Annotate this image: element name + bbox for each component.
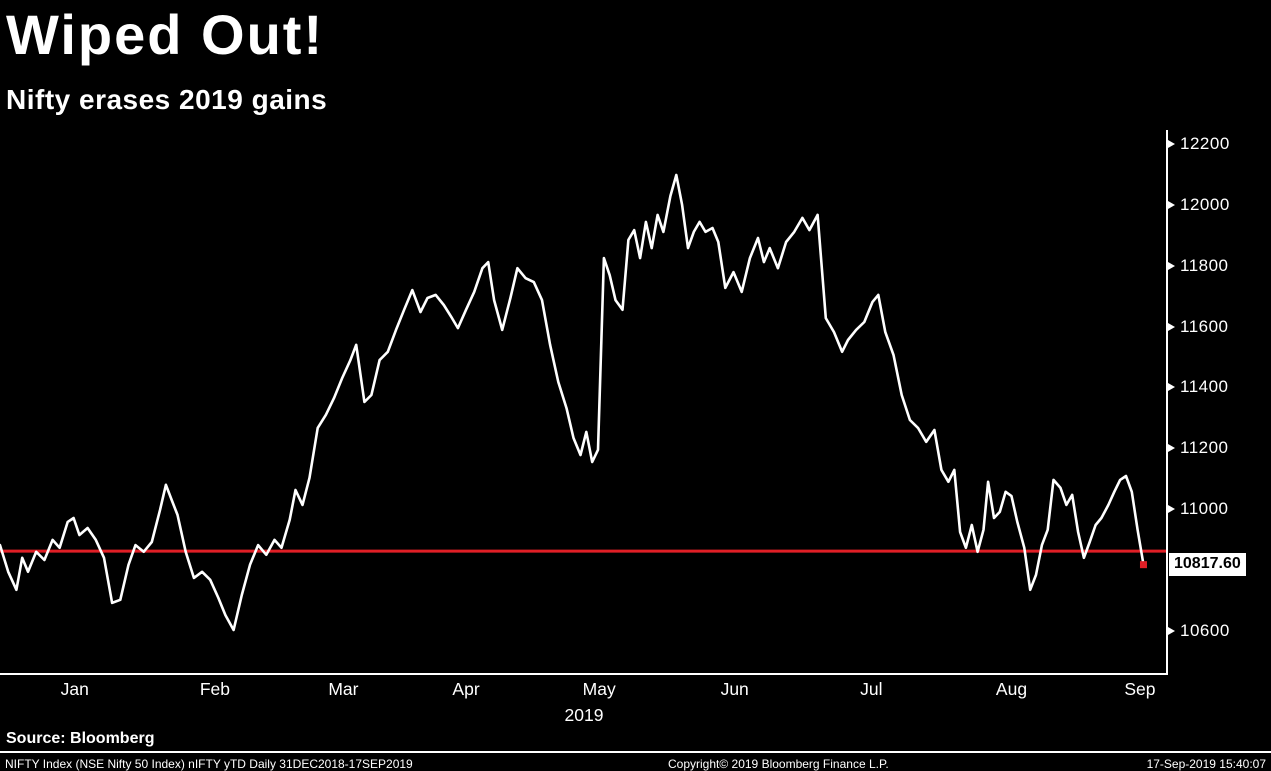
y-tick-label: 11000 xyxy=(1180,499,1229,519)
x-axis-month-label: May xyxy=(582,679,616,699)
source-label: Source: Bloomberg xyxy=(6,730,155,747)
x-axis-month-label: Mar xyxy=(328,679,359,699)
y-axis-tick: 12200 xyxy=(1168,134,1230,154)
y-axis-tick: 11000 xyxy=(1168,499,1229,519)
x-axis-month-label: Feb xyxy=(199,679,230,699)
plot-area xyxy=(0,130,1168,675)
chart-subtitle: Nifty erases 2019 gains xyxy=(6,84,328,115)
y-tick-label: 10600 xyxy=(1180,620,1230,640)
x-axis-month-label: Jul xyxy=(860,679,883,699)
x-axis-month-label: Apr xyxy=(452,679,480,699)
y-axis-tick: 10600 xyxy=(1168,621,1230,641)
tick-arrow-icon xyxy=(1168,444,1175,453)
nifty-price-line xyxy=(0,173,1145,632)
x-axis-month-label: Jan xyxy=(60,679,89,699)
x-axis-month-label: Aug xyxy=(995,679,1028,699)
y-tick-label: 11800 xyxy=(1180,255,1229,275)
tick-arrow-icon xyxy=(1168,139,1175,148)
tick-arrow-icon xyxy=(1168,200,1175,209)
y-axis-tick: 11600 xyxy=(1168,317,1229,337)
y-tick-label: 11600 xyxy=(1180,316,1229,336)
footer-security-info: NIFTY Index (NSE Nifty 50 Index) nIFTY y… xyxy=(5,757,413,771)
y-axis-tick: 11400 xyxy=(1168,377,1229,397)
y-tick-label: 12200 xyxy=(1180,133,1230,153)
footer-copyright: Copyright© 2019 Bloomberg Finance L.P. xyxy=(668,757,889,771)
chart-title: Wiped Out! xyxy=(6,3,325,66)
y-axis-tick: 11200 xyxy=(1168,438,1229,458)
tick-arrow-icon xyxy=(1168,626,1175,635)
tick-arrow-icon xyxy=(1168,322,1175,331)
x-axis-month-label: Sep xyxy=(1124,679,1156,699)
last-price-label: 10817.60 xyxy=(1169,553,1246,577)
tick-arrow-icon xyxy=(1168,383,1175,392)
footer-timestamp: 17-Sep-2019 15:40:07 xyxy=(1146,757,1266,771)
last-point-marker xyxy=(1139,561,1147,569)
tick-arrow-icon xyxy=(1168,261,1175,270)
tick-arrow-icon xyxy=(1168,505,1175,514)
y-tick-label: 12000 xyxy=(1180,194,1230,214)
x-axis-year-label: 2019 xyxy=(564,705,604,725)
y-axis: 10817.60 12200 12000 11800 11600 11400 11200 1… xyxy=(1168,130,1271,675)
x-axis-month-label: Jun xyxy=(720,679,749,699)
price-chart-svg xyxy=(0,130,1168,675)
y-tick-label: 11200 xyxy=(1180,438,1229,458)
y-axis-tick: 12000 xyxy=(1168,195,1230,215)
footer-divider xyxy=(0,751,1271,753)
y-tick-label: 11400 xyxy=(1180,377,1229,397)
x-axis: Jan Feb Mar Apr May Jun Jul Aug Sep xyxy=(0,679,1168,703)
y-axis-tick: 11800 xyxy=(1168,256,1229,276)
